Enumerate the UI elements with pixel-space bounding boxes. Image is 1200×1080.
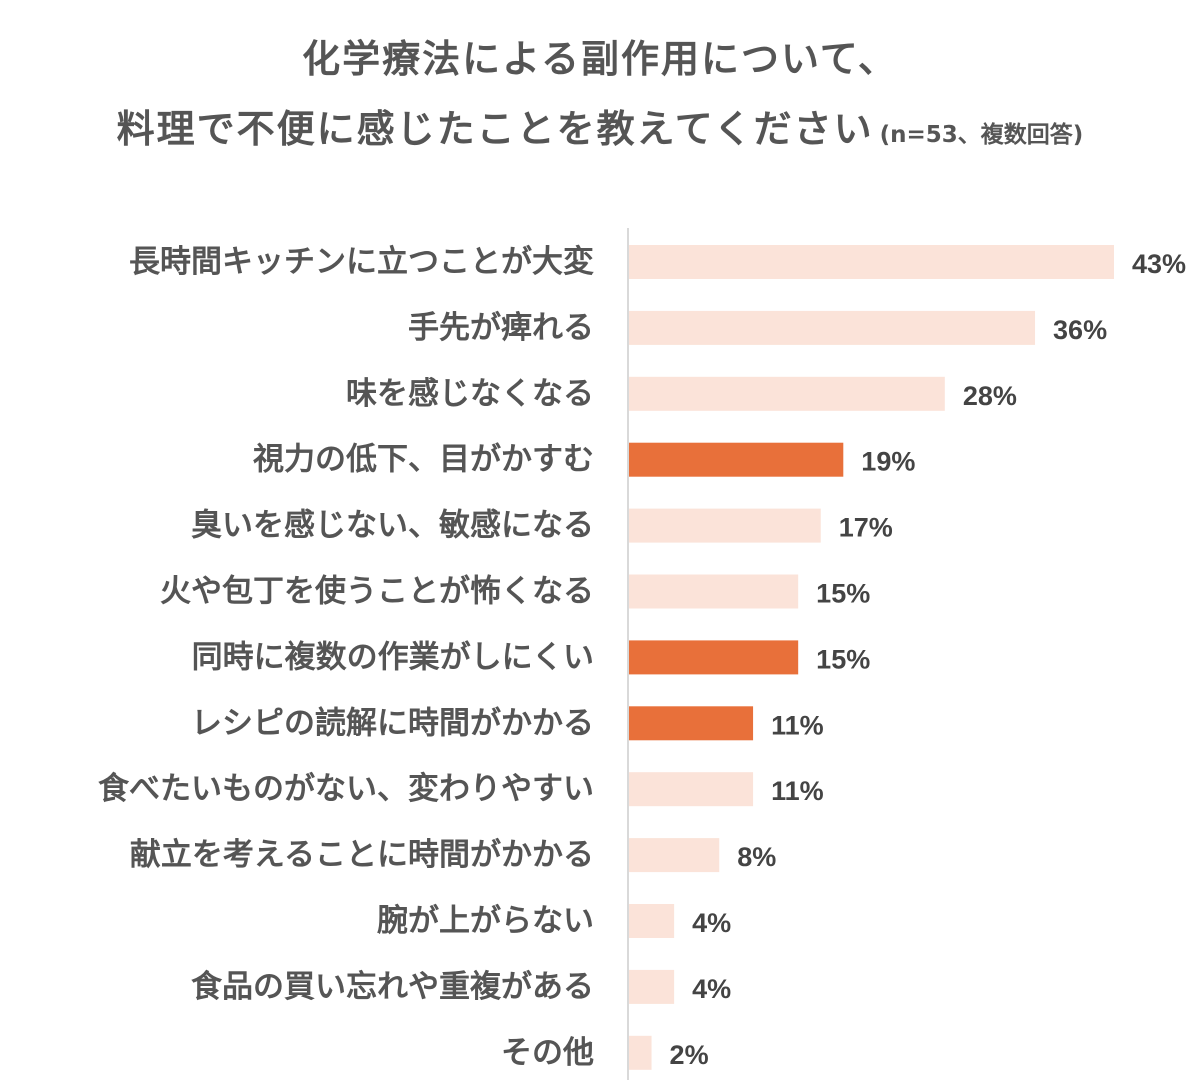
bar bbox=[629, 706, 754, 741]
value-label: 2% bbox=[670, 1040, 709, 1070]
value-label: 4% bbox=[692, 974, 731, 1004]
bar bbox=[629, 442, 844, 477]
value-label: 11% bbox=[771, 710, 824, 740]
category-label: 献立を考えることに時間がかかる bbox=[130, 837, 594, 873]
chart-title-text-1: 化学療法による副作用について、 bbox=[302, 37, 898, 81]
value-label: 15% bbox=[816, 579, 870, 609]
bar bbox=[629, 376, 945, 411]
value-label: 8% bbox=[737, 842, 776, 872]
value-label: 4% bbox=[692, 908, 731, 938]
chart-title-line1: 化学療法による副作用について、 bbox=[0, 34, 1200, 84]
category-label: 火や包丁を使うことが怖くなる bbox=[160, 574, 594, 610]
category-label: 食べたいものがない、変わりやすい bbox=[98, 771, 594, 807]
bar bbox=[629, 574, 799, 609]
value-label: 28% bbox=[963, 381, 1017, 411]
category-label: 食品の買い忘れや重複がある bbox=[191, 969, 594, 1005]
bar bbox=[629, 772, 754, 807]
bar bbox=[629, 838, 720, 873]
bar bbox=[629, 310, 1036, 345]
chart-title-line2: 料理で不便に感じたことを教えてください (n=53、複数回答) bbox=[0, 104, 1200, 160]
value-label: 15% bbox=[816, 644, 870, 674]
category-label: レシピの読解に時間がかかる bbox=[191, 705, 594, 741]
value-label: 43% bbox=[1132, 249, 1186, 279]
value-label: 19% bbox=[861, 447, 915, 477]
bar bbox=[629, 245, 1114, 279]
category-label: 臭いを感じない、敏感になる bbox=[191, 508, 594, 544]
category-label: 長時間キッチンに立つことが大変 bbox=[129, 244, 594, 280]
category-label: 視力の低下、目がかすむ bbox=[253, 442, 594, 478]
value-label: 17% bbox=[839, 513, 893, 543]
category-label: 味を感じなくなる bbox=[346, 376, 594, 412]
value-label: 36% bbox=[1053, 315, 1107, 345]
chart-title-note: (n=53、複数回答) bbox=[879, 122, 1084, 148]
chart-title-text-2: 料理で不便に感じたことを教えてください bbox=[116, 107, 874, 151]
category-label: 手先が痺れる bbox=[408, 310, 594, 346]
category-label: 腕が上がらない bbox=[377, 903, 594, 939]
bar bbox=[629, 969, 675, 1004]
bar bbox=[629, 1035, 652, 1070]
bar bbox=[629, 640, 799, 675]
category-label: 同時に複数の作業がしにくい bbox=[192, 639, 594, 675]
category-label: その他 bbox=[501, 1035, 594, 1071]
value-label: 11% bbox=[771, 776, 824, 806]
bar bbox=[629, 508, 821, 543]
bar bbox=[629, 904, 675, 938]
